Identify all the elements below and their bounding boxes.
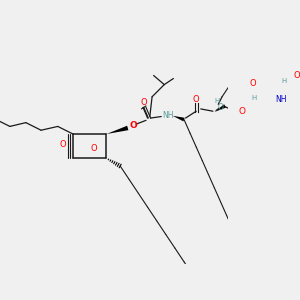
Text: O: O (129, 121, 137, 130)
Polygon shape (214, 104, 226, 112)
Text: NH: NH (162, 110, 174, 119)
Text: O: O (193, 95, 200, 104)
Text: O: O (250, 79, 256, 88)
Text: H: H (282, 78, 287, 84)
Polygon shape (106, 126, 128, 134)
Text: O: O (218, 103, 224, 112)
Text: O: O (238, 107, 245, 116)
Text: H: H (251, 95, 256, 101)
Text: O: O (90, 144, 97, 153)
Text: O: O (59, 140, 66, 149)
Polygon shape (172, 116, 184, 122)
Text: O: O (140, 98, 147, 106)
Text: NH: NH (275, 94, 286, 103)
Text: H: H (215, 98, 220, 104)
Text: O: O (293, 71, 300, 80)
